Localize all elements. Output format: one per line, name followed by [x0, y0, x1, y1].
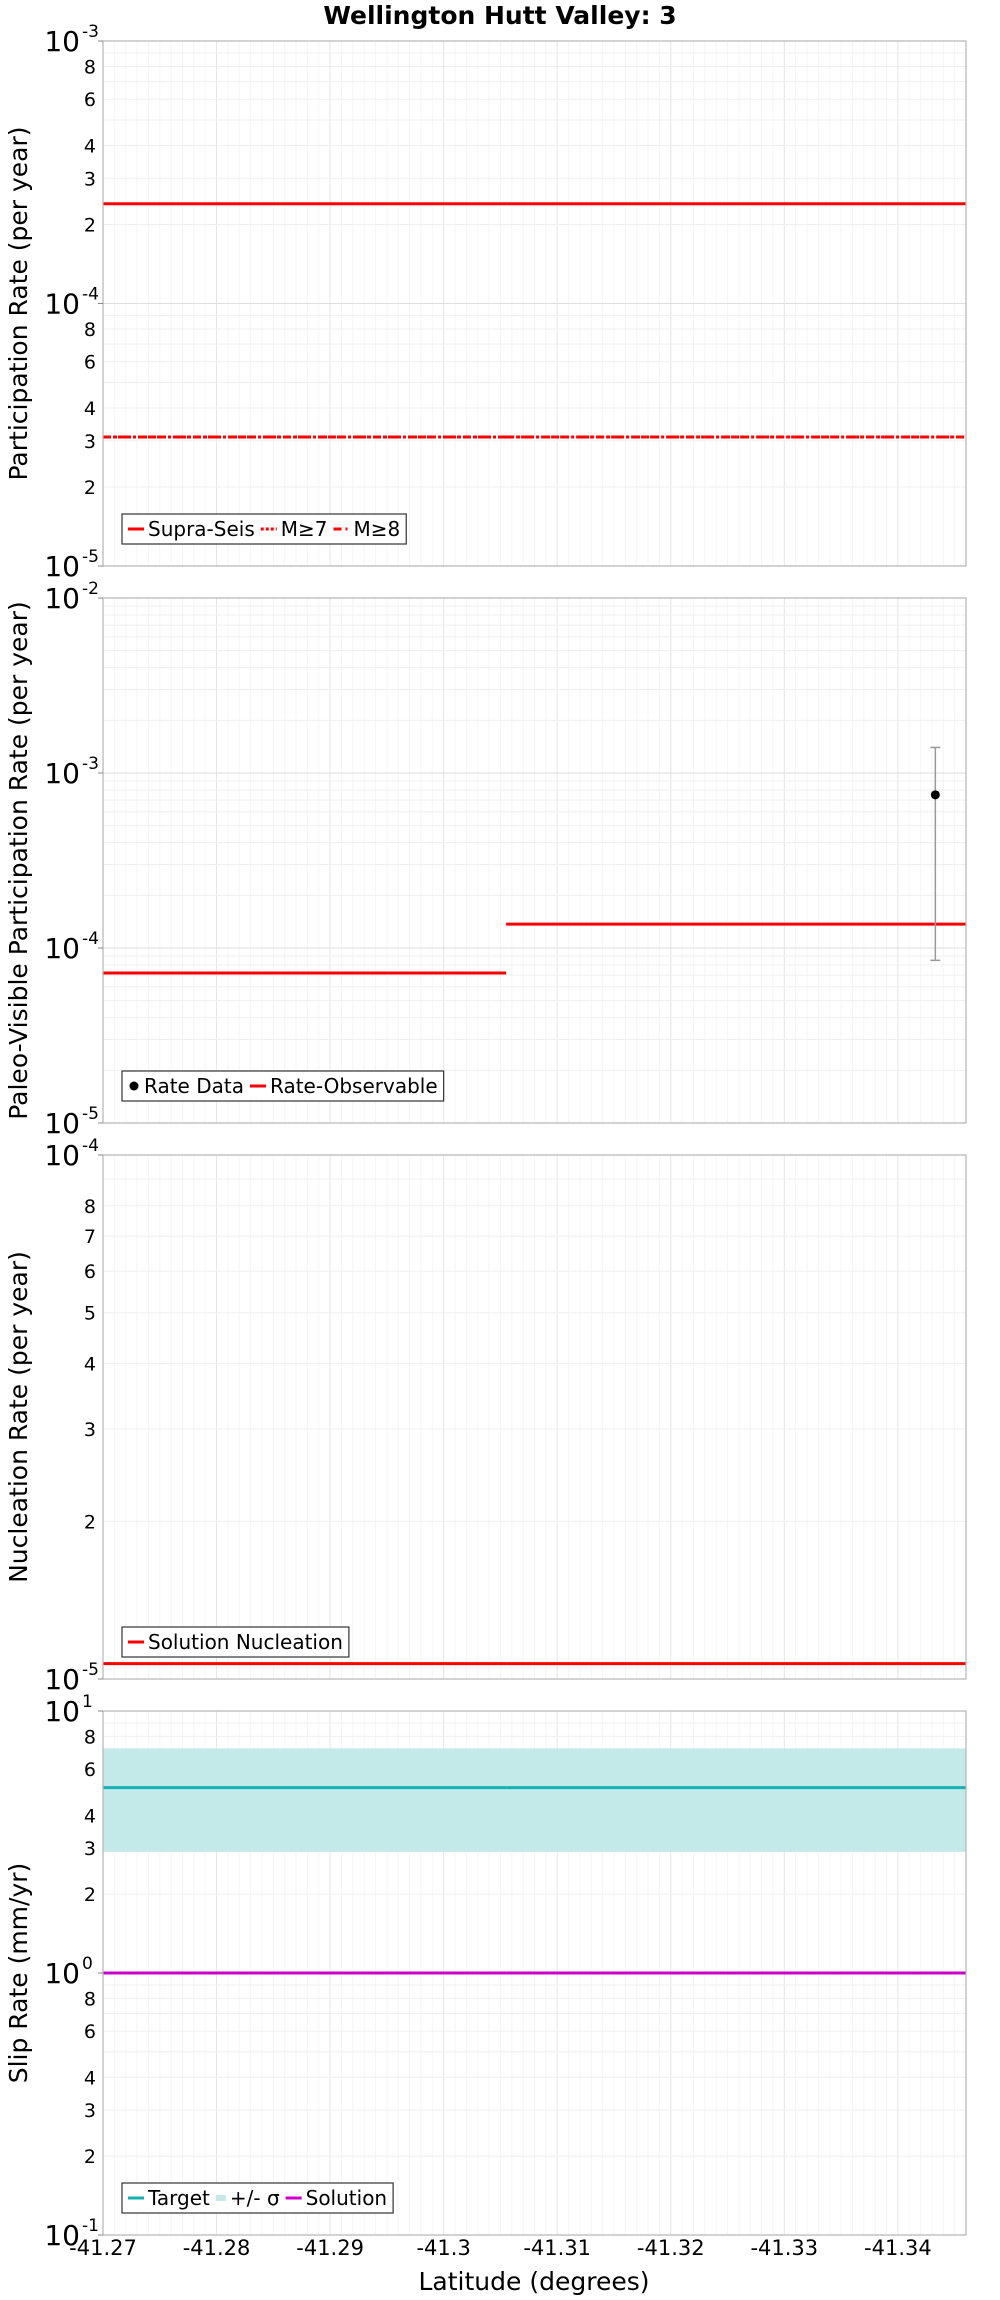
- x-tick-label: -41.27: [69, 2236, 137, 2260]
- legend-box: [121, 1070, 445, 1102]
- y-minor-tick-label: 3: [84, 168, 96, 190]
- legend-label: Target: [147, 2186, 210, 2210]
- y-minor-tick-label: 7: [84, 1226, 96, 1248]
- legend: Rate Data Rate-Observable: [121, 1070, 445, 1102]
- y-minor-tick-label: 2: [84, 2146, 96, 2168]
- y-axis-label: Participation Rate (per year): [4, 126, 33, 480]
- y-tick-exponent: -5: [82, 1660, 99, 1680]
- x-axis-label: Latitude (degrees): [419, 2267, 650, 2296]
- legend: Supra-Seis M≥7 M≥8: [121, 513, 407, 545]
- y-tick-exponent: -4: [82, 285, 99, 305]
- y-minor-tick-label: 4: [84, 1354, 96, 1376]
- y-tick-exponent: -1: [82, 2216, 99, 2236]
- y-minor-tick-label: 2: [84, 1884, 96, 1906]
- y-tick-exponent: 0: [82, 1954, 93, 1974]
- x-tick-label: -41.29: [296, 2236, 364, 2260]
- y-minor-tick-label: 3: [84, 431, 96, 453]
- x-tick-label: -41.34: [864, 2236, 932, 2260]
- x-tick-label: -41.32: [637, 2236, 705, 2260]
- y-tick-exponent: -4: [82, 1136, 99, 1156]
- y-minor-tick-label: 5: [84, 1303, 96, 1325]
- y-tick-label: 10: [44, 932, 80, 965]
- y-minor-tick-label: 8: [84, 319, 96, 341]
- y-minor-tick-label: 3: [84, 1838, 96, 1860]
- y-axis-label: Nucleation Rate (per year): [4, 1251, 33, 1583]
- rate-data-point: [930, 790, 940, 800]
- y-axis-label: Slip Rate (mm/yr): [4, 1863, 33, 2084]
- legend-box: [121, 1626, 350, 1658]
- y-minor-tick-label: 4: [84, 1805, 96, 1827]
- y-tick-label: 10: [44, 2219, 80, 2252]
- chart-title: Wellington Hutt Valley: 3: [323, 1, 676, 30]
- y-tick-exponent: -5: [82, 547, 99, 567]
- y-tick-label: 10: [44, 1695, 80, 1728]
- y-minor-tick-label: 2: [84, 1511, 96, 1533]
- y-tick-exponent: -3: [82, 22, 99, 42]
- legend-box: [121, 2182, 394, 2214]
- y-tick-exponent: -4: [82, 929, 99, 949]
- plot-frame: [102, 1154, 967, 1680]
- y-minor-tick-label: 2: [84, 214, 96, 236]
- y-tick-exponent: -5: [82, 1104, 99, 1124]
- legend-label: Supra-Seis: [148, 517, 255, 541]
- legend-box: [121, 513, 407, 545]
- x-tick-label: -41.31: [523, 2236, 591, 2260]
- x-tick-label: -41.28: [183, 2236, 251, 2260]
- y-minor-tick-label: 4: [84, 398, 96, 420]
- x-axis-ticks: -41.27 -41.28 -41.29 -41.3 -41.31 -41.32 -41.3…: [69, 2236, 932, 2260]
- legend-band-swatch: [215, 2195, 226, 2201]
- legend: Solution Nucleation: [121, 1626, 350, 1658]
- y-minor-tick-label: 6: [84, 1261, 96, 1283]
- y-minor-tick-label: 6: [84, 1759, 96, 1781]
- x-tick-label: -41.3: [416, 2236, 470, 2260]
- y-minor-tick-label: 3: [84, 2100, 96, 2122]
- y-tick-label: 10: [44, 1663, 80, 1696]
- plot-frame: [102, 597, 967, 1124]
- y-minor-tick-label: 2: [84, 477, 96, 499]
- y-tick-exponent: -2: [82, 579, 99, 599]
- x-tick-label: -41.33: [750, 2236, 818, 2260]
- legend-label: M≥7: [281, 517, 328, 541]
- y-axis-label: Paleo-Visible Participation Rate (per ye…: [4, 601, 33, 1120]
- legend-label: +/- σ: [230, 2186, 280, 2210]
- legend-label: Solution Nucleation: [148, 1630, 343, 1654]
- legend-label: Rate-Observable: [270, 1074, 438, 1098]
- y-tick-label: 10: [44, 288, 80, 321]
- y-minor-tick-label: 8: [84, 1196, 96, 1218]
- y-minor-tick-label: 4: [84, 2067, 96, 2089]
- y-tick-label: 10: [44, 1139, 80, 1172]
- y-tick-label: 10: [44, 25, 80, 58]
- y-minor-tick-label: 8: [84, 1988, 96, 2010]
- y-tick-label: 10: [44, 1107, 80, 1140]
- y-minor-tick-label: 6: [84, 89, 96, 111]
- y-minor-tick-label: 8: [84, 56, 96, 78]
- legend: Target +/- σ Solution: [121, 2182, 394, 2214]
- y-tick-exponent: 1: [82, 1692, 93, 1712]
- y-tick-label: 10: [44, 757, 80, 790]
- sigma-band: [103, 1748, 966, 1852]
- legend-label: M≥8: [354, 517, 401, 541]
- legend-label: Solution: [306, 2186, 387, 2210]
- y-minor-tick-label: 6: [84, 2021, 96, 2043]
- y-tick-label: 10: [44, 582, 80, 615]
- y-minor-tick-label: 8: [84, 1726, 96, 1748]
- legend-label: Rate Data: [144, 1074, 244, 1098]
- y-minor-tick-label: 6: [84, 352, 96, 374]
- y-tick-exponent: -3: [82, 754, 99, 774]
- y-tick-label: 10: [44, 1957, 80, 1990]
- y-tick-label: 10: [44, 550, 80, 583]
- legend-marker: [129, 1081, 139, 1091]
- y-minor-tick-label: 3: [84, 1419, 96, 1441]
- y-minor-tick-label: 4: [84, 135, 96, 157]
